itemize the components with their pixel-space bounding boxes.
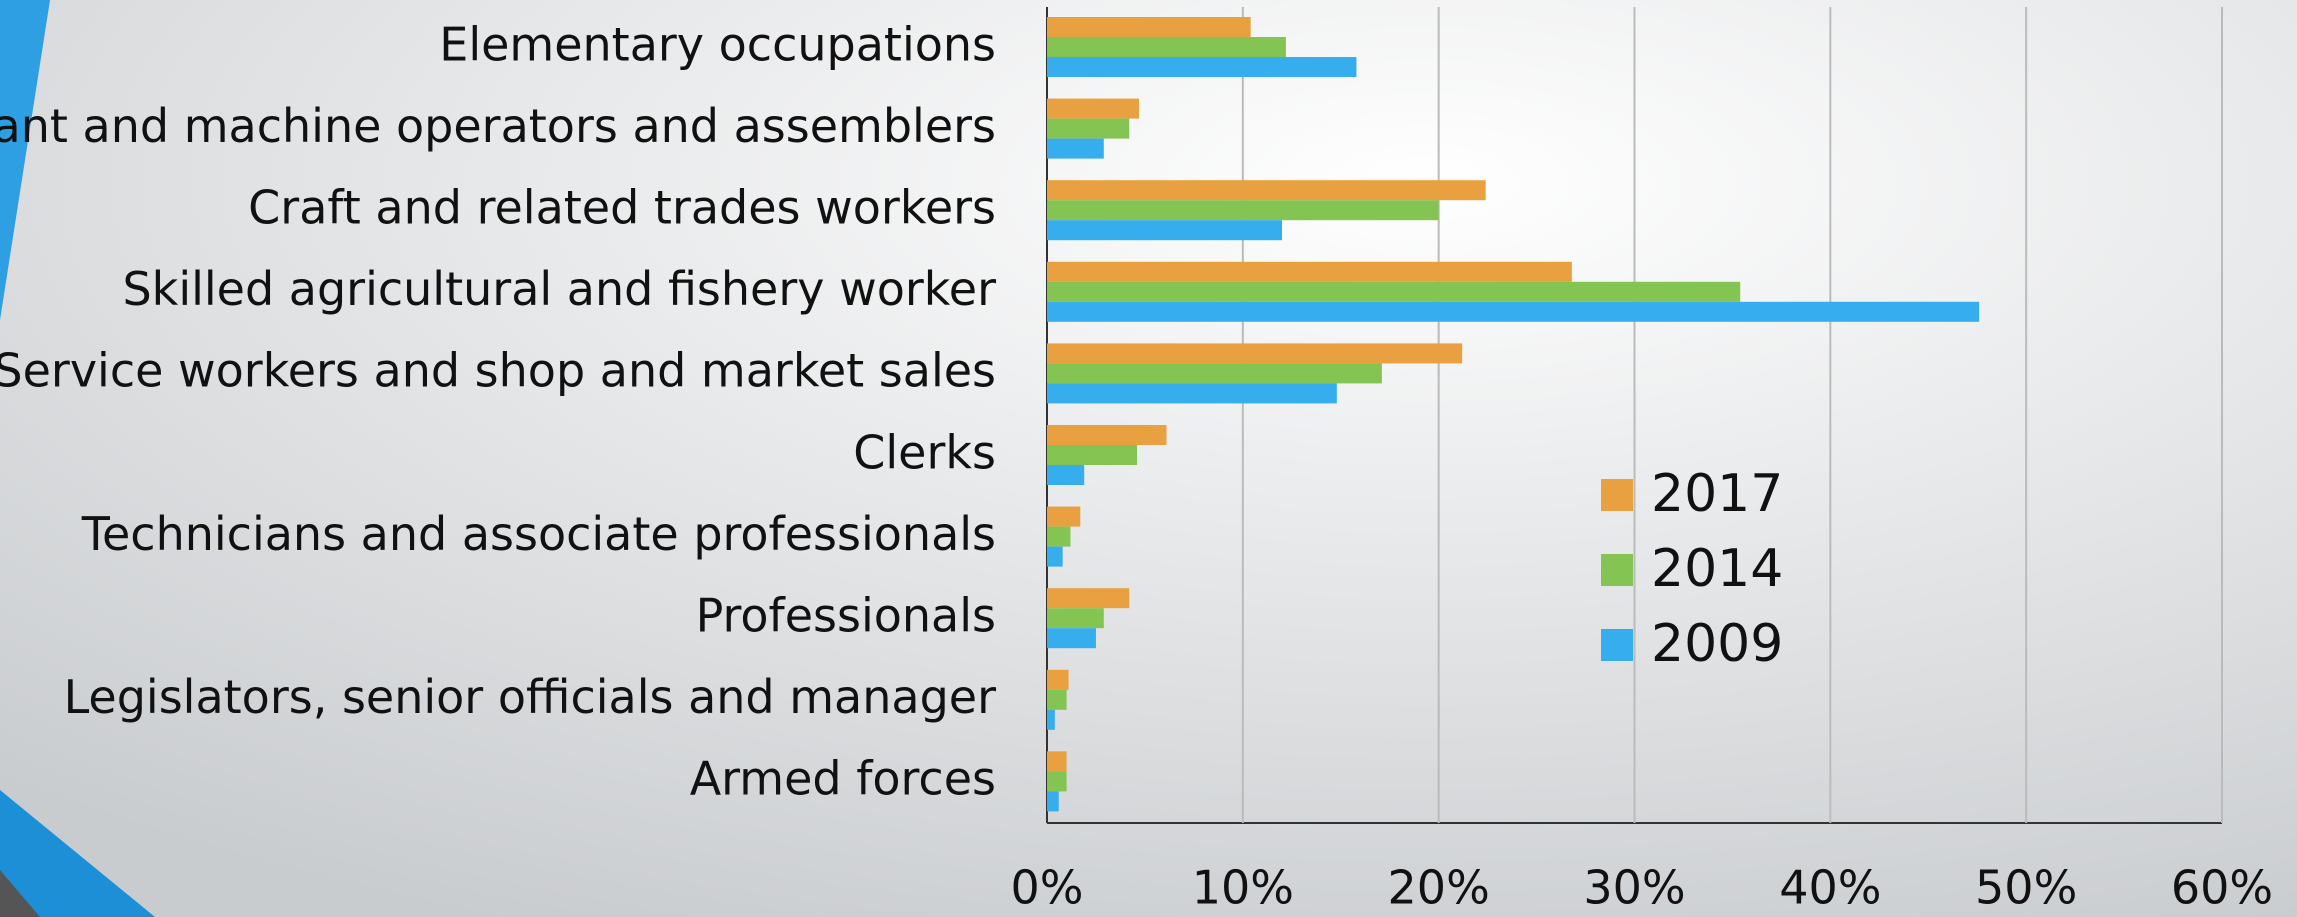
bar xyxy=(1047,363,1382,384)
bar xyxy=(1047,138,1104,159)
x-tick-label: 30% xyxy=(1583,861,1685,915)
x-tick-label: 0% xyxy=(1011,861,1084,915)
x-tick-label: 50% xyxy=(1975,861,2077,915)
accent-bottom xyxy=(0,790,155,917)
y-tick-label: Plant and machine operators and assemble… xyxy=(0,99,996,153)
bar xyxy=(1047,669,1069,690)
bar xyxy=(1047,465,1085,485)
bar xyxy=(1047,628,1096,649)
bar xyxy=(1047,425,1167,445)
bar xyxy=(1047,261,1572,282)
legend-label: 2014 xyxy=(1651,539,1783,599)
y-tick-label: Craft and related trades workers xyxy=(248,181,996,235)
y-tick-label: Professionals xyxy=(696,589,996,643)
y-tick-label: Technicians and associate professionals xyxy=(81,507,996,561)
y-tick-label: Clerks xyxy=(853,425,996,479)
y-tick-label: Elementary occupations xyxy=(439,17,996,71)
x-tick-label: 20% xyxy=(1388,861,1490,915)
bar xyxy=(1047,383,1337,404)
bar xyxy=(1047,751,1067,772)
y-tick-label: Skilled agricultural and fishery worker xyxy=(122,262,996,316)
bar xyxy=(1047,709,1055,730)
x-tick-label: 60% xyxy=(2171,861,2273,915)
y-tick-label: Service workers and shop and market sale… xyxy=(0,344,996,398)
bar xyxy=(1047,57,1357,77)
bar xyxy=(1047,526,1071,547)
legend-swatch xyxy=(1601,479,1633,511)
bar xyxy=(1047,17,1251,37)
x-tick-label: 10% xyxy=(1192,861,1294,915)
bar xyxy=(1047,771,1067,792)
bar xyxy=(1047,608,1104,629)
bar xyxy=(1047,689,1067,710)
legend-label: 2009 xyxy=(1651,614,1783,674)
bar xyxy=(1047,506,1081,527)
accent-top xyxy=(0,0,50,320)
bar xyxy=(1047,588,1130,609)
bar xyxy=(1047,98,1140,119)
legend-swatch xyxy=(1601,554,1633,586)
y-tick-label: Armed forces xyxy=(690,752,996,806)
bar xyxy=(1047,180,1486,201)
legend-label: 2017 xyxy=(1651,464,1783,524)
bar xyxy=(1047,791,1059,812)
legend-swatch xyxy=(1601,629,1633,661)
bar xyxy=(1047,118,1130,139)
bar xyxy=(1047,281,1741,302)
bar xyxy=(1047,37,1286,57)
y-tick-label: Legislators, senior officials and manage… xyxy=(64,670,996,724)
x-tick-label: 40% xyxy=(1779,861,1881,915)
bar xyxy=(1047,220,1282,241)
bar xyxy=(1047,546,1063,567)
bar xyxy=(1047,343,1463,364)
bar xyxy=(1047,301,1980,322)
bar xyxy=(1047,445,1138,465)
bar xyxy=(1047,200,1439,221)
accent-dark xyxy=(0,870,40,917)
